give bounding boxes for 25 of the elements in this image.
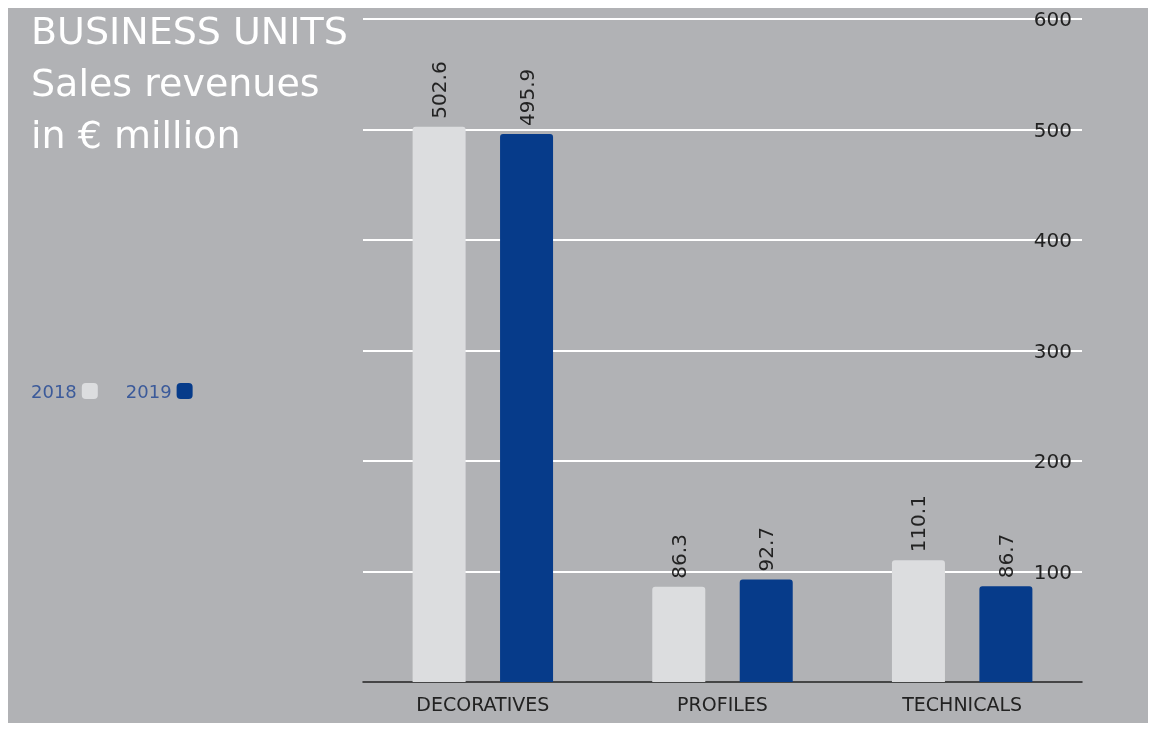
chart-title: BUSINESS UNITS [31, 9, 348, 53]
bar [891, 560, 945, 682]
y-tick-label: 300 [1033, 338, 1072, 363]
data-label: 495.9 [514, 68, 539, 127]
text: Sales revenues in € million [31, 61, 332, 157]
data-label: 110.1 [906, 495, 931, 553]
bar [500, 134, 554, 682]
data-label: 86.3 [666, 534, 691, 579]
y-tick-label: 200 [1033, 449, 1072, 473]
bar [652, 586, 706, 682]
x-tick-label: DECORATIVES [416, 692, 550, 715]
bar [979, 586, 1033, 682]
y-tick-label: 400 [1033, 228, 1072, 252]
data-label: 86.7 [993, 533, 1018, 579]
bar [412, 126, 466, 682]
y-tick-label: 500 [1033, 117, 1072, 142]
data-label: 92.7 [754, 527, 779, 572]
x-tick-label: TECHNICALS [901, 692, 1023, 715]
y-tick-label: 600 [1033, 7, 1072, 31]
x-tick-label: PROFILES [677, 692, 768, 715]
legend-label: 2018 [31, 380, 77, 402]
data-label: 502.6 [427, 61, 452, 119]
bar [739, 579, 793, 682]
legend-label: 2019 [125, 380, 172, 402]
y-tick-label: 100 [1033, 559, 1072, 584]
